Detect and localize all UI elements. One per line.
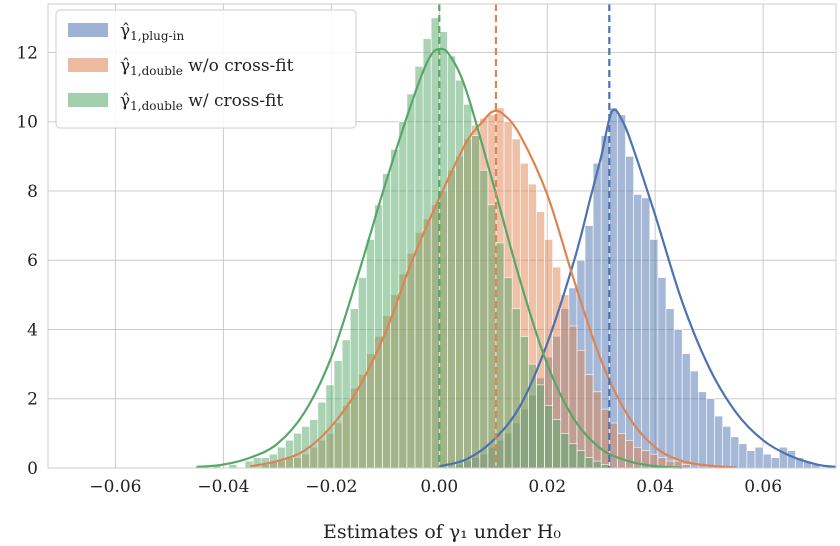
x-tick-label: −0.04: [197, 477, 249, 497]
histogram-bar-series-1: [770, 457, 780, 469]
histogram-bar-series-1: [657, 277, 667, 469]
histogram-bar-series-3: [406, 93, 416, 469]
histogram-bar-series-1: [722, 426, 732, 469]
histogram-bar-series-1: [754, 446, 764, 469]
histogram-bar-series-2: [592, 391, 602, 469]
histogram-bar-series-1: [641, 197, 651, 469]
histogram-bar-series-3: [277, 446, 286, 469]
histogram-bar-series-3: [592, 460, 602, 469]
histogram-bar-series-2: [681, 464, 691, 469]
y-tick-label: 4: [27, 320, 38, 340]
histogram-bar-series-1: [681, 353, 691, 469]
histogram-bar-series-3: [479, 169, 489, 469]
histogram-bar-series-3: [285, 439, 294, 469]
legend: γ̂1,plug-in γ̂1,double w/o cross-fit γ̂1,d…: [55, 9, 357, 129]
histogram-bar-series-3: [463, 104, 472, 469]
histogram-bar-series-2: [584, 374, 594, 469]
histogram-bar-series-2: [600, 408, 610, 469]
mean-lines: [438, 4, 611, 468]
y-tick-label: 8: [27, 182, 38, 202]
histogram-bar-series-3: [544, 405, 553, 469]
histogram-bar-series-1: [762, 453, 772, 469]
y-tick-label: 12: [16, 43, 38, 63]
histogram-bar-series-2: [617, 433, 626, 469]
histogram-bar-series-1: [706, 398, 715, 469]
histogram-bar-series-3: [536, 384, 545, 469]
histogram-bar-series-3: [374, 204, 383, 469]
kde-curve-series-1: [439, 108, 837, 469]
histogram-bar-series-1: [746, 450, 756, 469]
y-tick-label: 10: [16, 113, 38, 133]
histogram-bar-series-1: [689, 370, 699, 469]
histogram-bar-series-3: [471, 135, 481, 469]
legend-swatch: [68, 58, 108, 72]
histogram-bar-series-1: [673, 329, 683, 469]
histogram-bar-series-1: [609, 107, 618, 469]
histogram-bar-series-3: [228, 464, 238, 469]
y-tick-label: 6: [27, 251, 38, 271]
y-tick-label: 2: [27, 390, 38, 410]
histogram-bar-series-2: [625, 439, 634, 469]
plot-area-border: [47, 3, 837, 469]
histogram-bar-series-3: [584, 457, 594, 469]
kde-curve-series-2: [250, 109, 737, 469]
histogram-bar-series-1: [787, 450, 796, 469]
histogram-bar-series-1: [649, 239, 659, 469]
histogram-bar-series-3: [455, 79, 464, 469]
legend-entry-label: γ̂1,double w/o cross-fit: [120, 56, 294, 78]
histogram-bar-series-3: [447, 55, 456, 469]
histogram-bar-series-2: [576, 349, 586, 469]
x-tick-label: −0.06: [89, 477, 141, 497]
histogram-bar-series-3: [487, 204, 497, 469]
x-tick-label: 0.04: [636, 477, 674, 497]
histogram-bar-series-3: [503, 277, 513, 469]
x-axis-label: Estimates of γ₁ under H₀: [323, 521, 561, 543]
legend-entry-label: γ̂1,plug-in: [120, 21, 184, 43]
histogram-bar-series-1: [698, 391, 707, 469]
histogram-bar-series-3: [414, 66, 424, 469]
histogram-bar-series-3: [552, 419, 562, 469]
histogram-bar-series-3: [560, 433, 570, 469]
x-tick-label: 0.02: [528, 477, 566, 497]
histogram-bar-series-3: [576, 450, 586, 469]
histogram-bar-series-3: [293, 433, 302, 469]
y-tick-label: 0: [27, 459, 38, 479]
histogram-bar-series-3: [358, 277, 367, 469]
x-tick-label: 0.00: [420, 477, 458, 497]
histogram-bar-series-1: [714, 415, 723, 469]
histogram-bar-series-3: [422, 38, 432, 469]
histogram-bar-series-3: [600, 464, 610, 469]
legend-box: [55, 9, 357, 129]
histogram-bar-series-1: [617, 114, 626, 469]
histogram-bar-series-1: [665, 308, 675, 469]
histogram-bar-series-3: [366, 239, 375, 469]
histogram-bar-series-1: [730, 436, 740, 469]
legend-swatch: [68, 93, 108, 107]
legend-entry-label: γ̂1,double w/ cross-fit: [120, 91, 283, 113]
histogram-bar-series-1: [738, 443, 748, 469]
tick-labels: −0.06 −0.04 −0.02 0.00 0.02 0.04 0.06 0 2 4 6 8 10 12: [16, 43, 782, 497]
histogram-bar-series-3: [511, 308, 521, 469]
histogram-bar-series-3: [568, 443, 578, 469]
x-tick-label: −0.02: [305, 477, 357, 497]
histogram-bar-series-2: [609, 422, 618, 469]
histogram-bar-series-3: [430, 17, 440, 469]
legend-swatch: [68, 23, 108, 37]
histogram-bar-series-3: [439, 31, 448, 469]
x-tick-label: 0.06: [744, 477, 782, 497]
